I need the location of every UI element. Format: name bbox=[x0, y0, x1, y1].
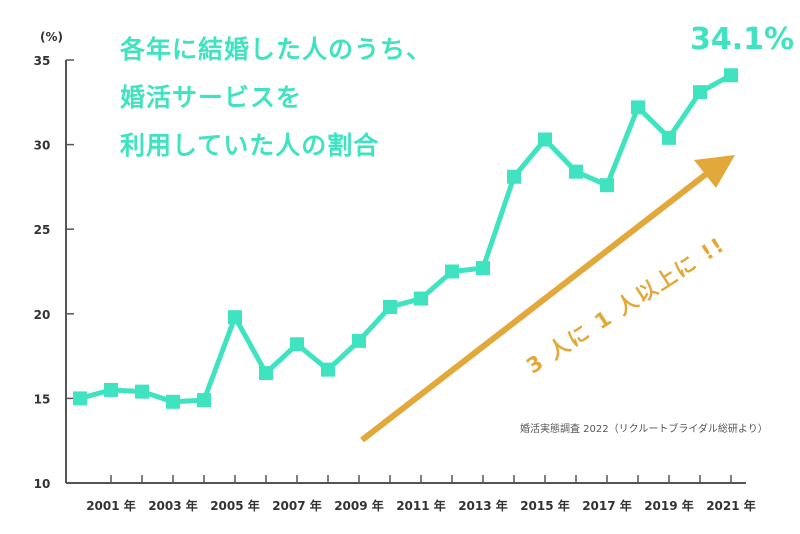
x-tick-label: 2015 年 bbox=[520, 498, 570, 513]
chart-title-line-3: 利用していた人の割合 bbox=[120, 131, 380, 160]
y-tick-label: 35 bbox=[34, 54, 51, 68]
data-point bbox=[135, 384, 149, 399]
data-series bbox=[73, 68, 738, 409]
trend-arrow-shaft bbox=[360, 165, 716, 443]
x-tick-label: 2021 年 bbox=[706, 498, 756, 513]
data-point bbox=[414, 291, 428, 306]
y-axis-unit: (%) bbox=[40, 30, 63, 44]
data-point bbox=[724, 68, 738, 83]
y-tick-label: 10 bbox=[34, 477, 51, 491]
data-point bbox=[290, 337, 304, 352]
data-point bbox=[538, 132, 552, 147]
data-point bbox=[73, 391, 87, 406]
data-point bbox=[104, 382, 118, 397]
y-tick-label: 15 bbox=[34, 392, 51, 406]
source-note: 婚活実態調査 2022（リクルートブライダル総研より） bbox=[520, 424, 768, 435]
chart-axes bbox=[65, 59, 746, 484]
data-point bbox=[352, 333, 366, 348]
x-tick-label: 2017 年 bbox=[582, 498, 632, 513]
x-tick-label: 2001 年 bbox=[86, 498, 136, 513]
data-point bbox=[445, 264, 459, 279]
y-tick-labels: 10 15 20 25 30 35 bbox=[34, 54, 51, 491]
data-point bbox=[228, 310, 242, 325]
data-point bbox=[383, 300, 397, 315]
x-tick-label: 2005 年 bbox=[210, 498, 260, 513]
y-tick-label: 25 bbox=[34, 223, 51, 237]
chart-title-line-2: 婚活サービスを bbox=[120, 83, 303, 112]
y-tick-label: 20 bbox=[34, 308, 51, 322]
data-point bbox=[166, 394, 180, 409]
peak-value-label: 34.1% bbox=[690, 22, 795, 57]
x-tick-label: 2013 年 bbox=[458, 498, 508, 513]
trend-arrow bbox=[360, 155, 735, 443]
data-point bbox=[600, 178, 614, 193]
x-tick-labels: 2001 年 2003 年 2005 年 2007 年 2009 年 2011 年 2013… bbox=[86, 498, 756, 513]
x-tick-label: 2007 年 bbox=[272, 498, 322, 513]
series-line bbox=[79, 73, 733, 405]
data-point bbox=[197, 393, 211, 408]
data-point bbox=[693, 85, 707, 100]
data-point bbox=[476, 261, 490, 276]
trend-arrow-head bbox=[694, 155, 735, 188]
data-point bbox=[259, 366, 273, 381]
chart-title-line-1: 各年に結婚した人のうち、 bbox=[120, 35, 433, 64]
x-tick-label: 2003 年 bbox=[148, 498, 198, 513]
data-point bbox=[662, 130, 676, 145]
y-tick-label: 30 bbox=[34, 139, 51, 153]
data-point bbox=[631, 100, 645, 115]
data-point bbox=[321, 362, 335, 377]
x-tick-label: 2011 年 bbox=[396, 498, 446, 513]
x-tick-label: 2009 年 bbox=[334, 498, 384, 513]
data-point bbox=[507, 169, 521, 184]
data-point bbox=[569, 164, 583, 179]
x-tick-label: 2019 年 bbox=[644, 498, 694, 513]
